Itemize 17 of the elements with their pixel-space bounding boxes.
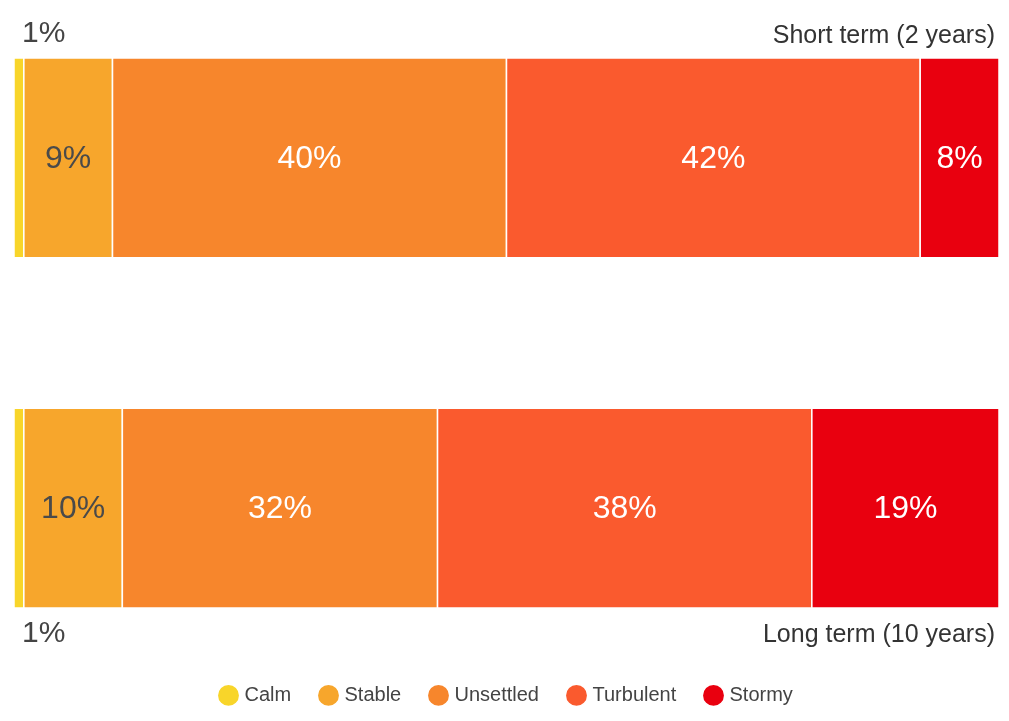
data-label: 1%: [22, 15, 66, 48]
legend-label: Calm: [244, 683, 292, 706]
data-label: 9%: [45, 138, 92, 175]
y-tick-label: Long term (10 years): [762, 619, 995, 647]
y-tick-label: Short term (2 years): [772, 20, 995, 48]
data-label: 8%: [936, 138, 983, 175]
legend-label: Unsettled: [454, 683, 539, 706]
data-label: 40%: [277, 138, 342, 175]
data-label: 42%: [681, 138, 746, 175]
data-label: 10%: [41, 489, 106, 526]
legend-label: Stormy: [729, 683, 793, 706]
data-label: 1%: [22, 615, 66, 648]
data-label: 32%: [247, 489, 312, 526]
legend-label: Turbulent: [592, 683, 677, 706]
legend-label: Stable: [344, 683, 402, 706]
data-label: 38%: [592, 489, 657, 526]
data-label: 19%: [873, 489, 938, 526]
